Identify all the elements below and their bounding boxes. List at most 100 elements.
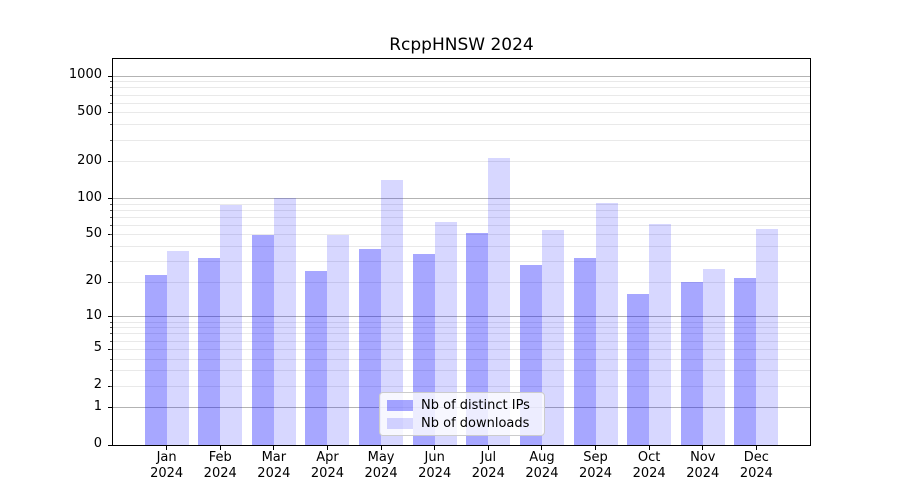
y-tick-mark [108, 316, 112, 318]
y-minor-tick-mark [110, 348, 112, 350]
x-tick-label-jan: Jan 2024 [135, 450, 199, 482]
y-tick-label: 5 [93, 340, 102, 356]
legend-label-downloads: Nb of downloads [421, 415, 530, 431]
x-tick-mark [541, 446, 543, 450]
x-tick-label-apr: Apr 2024 [295, 450, 359, 482]
legend-item-distinct-ips: Nb of distinct IPs [387, 398, 536, 413]
bar-distinct-ips-feb [198, 258, 221, 445]
gridline-minor [113, 112, 810, 114]
gridline-minor [113, 87, 810, 89]
y-tick-label: 200 [77, 152, 102, 168]
gridline-minor [113, 81, 810, 83]
x-tick-label-year: 2024 [525, 466, 559, 481]
x-tick-mark [702, 446, 704, 450]
bar-distinct-ips-mar [251, 234, 274, 445]
y-tick-mark [108, 75, 112, 77]
y-tick-mark [108, 198, 112, 199]
y-tick-label: 500 [77, 103, 102, 119]
gridline-major [113, 316, 810, 318]
y-tick-mark [108, 407, 112, 409]
bar-downloads-oct [649, 223, 672, 445]
y-minor-tick-mark [110, 385, 112, 387]
gridline-minor [113, 246, 810, 248]
y-minor-tick-mark [110, 139, 112, 141]
bar-downloads-aug [541, 230, 564, 445]
gridline-minor [113, 216, 810, 218]
bar-downloads-jan [166, 250, 189, 445]
x-tick-mark [326, 446, 328, 450]
legend: Nb of distinct IPs Nb of downloads [379, 392, 545, 436]
bar-distinct-ips-apr [305, 270, 328, 445]
gridline-minor [113, 281, 810, 283]
y-minor-tick-mark [110, 124, 112, 126]
y-tick-label: 2 [93, 377, 102, 393]
x-tick-label-aug: Aug 2024 [510, 450, 574, 482]
legend-item-downloads: Nb of downloads [387, 415, 536, 431]
gridline-minor [113, 321, 810, 323]
bar-downloads-jun [434, 222, 457, 445]
bar-downloads-feb [220, 205, 243, 445]
y-minor-tick-mark [110, 161, 112, 163]
y-tick-label: 50 [85, 225, 102, 241]
x-tick-label-year: 2024 [418, 466, 452, 481]
gridline-minor [113, 358, 810, 360]
bar-distinct-ips-nov [680, 282, 703, 445]
gridline-minor [113, 370, 810, 372]
x-tick-mark [648, 446, 650, 450]
x-tick-mark [166, 446, 168, 450]
x-tick-label-year: 2024 [310, 466, 344, 481]
x-tick-label-year: 2024 [364, 466, 398, 481]
gridline-minor [113, 161, 810, 163]
y-minor-tick-mark [110, 102, 112, 104]
y-minor-tick-mark [110, 112, 112, 114]
y-minor-tick-mark [110, 327, 112, 329]
y-minor-tick-mark [110, 216, 112, 218]
bar-distinct-ips-sep [573, 258, 596, 445]
gridline-minor [113, 261, 810, 263]
x-tick-label-year: 2024 [257, 466, 291, 481]
bar-downloads-apr [327, 234, 350, 445]
x-tick-mark [219, 446, 221, 450]
bar-downloads-sep [595, 203, 618, 445]
x-tick-label-dec: Dec 2024 [724, 450, 788, 482]
y-minor-tick-mark [110, 81, 112, 83]
y-tick-mark [108, 444, 112, 446]
bar-downloads-dec [756, 229, 779, 445]
gridline-minor [113, 224, 810, 226]
x-tick-mark [487, 446, 489, 450]
y-minor-tick-mark [110, 321, 112, 323]
y-minor-tick-mark [110, 261, 112, 263]
y-minor-tick-mark [110, 370, 112, 372]
y-minor-tick-mark [110, 281, 112, 283]
gridline-minor [113, 139, 810, 141]
y-minor-tick-mark [110, 246, 112, 248]
bar-downloads-may [381, 180, 404, 445]
gridline-major [113, 75, 810, 77]
chart-title: RcppHNSW 2024 [389, 35, 534, 55]
x-tick-label-mar: Mar 2024 [242, 450, 306, 482]
x-tick-label-year: 2024 [739, 466, 773, 481]
gridline-minor [113, 327, 810, 329]
x-tick-label-may: May 2024 [349, 450, 413, 482]
y-minor-tick-mark [110, 94, 112, 96]
x-tick-label-jun: Jun 2024 [403, 450, 467, 482]
bar-distinct-ips-oct [627, 293, 650, 445]
y-tick-label: 1 [93, 398, 102, 414]
bar-downloads-mar [273, 197, 296, 445]
x-tick-label-oct: Oct 2024 [617, 450, 681, 482]
gridline-minor [113, 385, 810, 387]
y-minor-tick-mark [110, 87, 112, 89]
x-tick-mark [380, 446, 382, 450]
x-tick-mark [755, 446, 757, 450]
y-tick-label: 1000 [68, 67, 102, 82]
y-minor-tick-mark [110, 209, 112, 211]
y-minor-tick-mark [110, 340, 112, 342]
x-tick-label-feb: Feb 2024 [188, 450, 252, 482]
gridline-minor [113, 209, 810, 211]
gridline-minor [113, 124, 810, 126]
y-minor-tick-mark [110, 203, 112, 205]
y-minor-tick-mark [110, 234, 112, 236]
plot-area [108, 58, 811, 450]
y-minor-tick-mark [110, 358, 112, 360]
